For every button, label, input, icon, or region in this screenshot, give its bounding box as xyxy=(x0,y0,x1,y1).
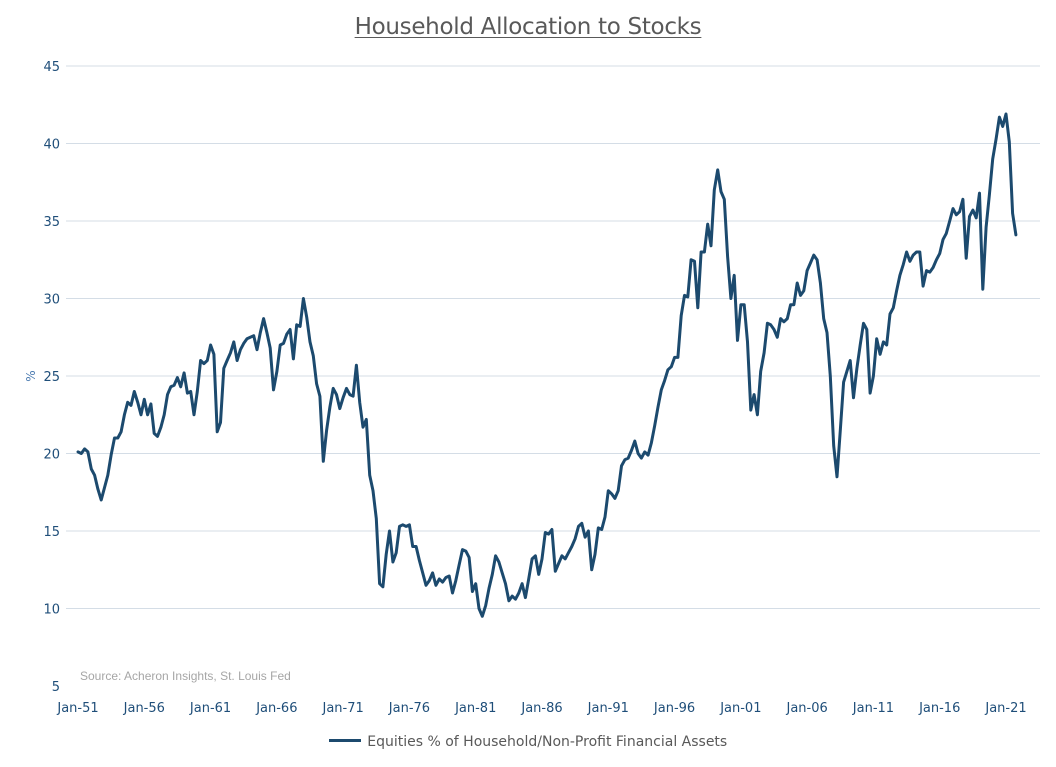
x-tick-label: Jan-71 xyxy=(322,701,364,716)
x-tick-label: Jan-06 xyxy=(786,701,828,716)
x-axis-ticks: Jan-51 Jan-56 Jan-61 Jan-66 Jan-71 Jan-76 Jan-… xyxy=(56,701,1026,716)
x-tick-label: Jan-11 xyxy=(852,701,894,716)
y-tick-label: 20 xyxy=(43,448,60,463)
gridlines xyxy=(66,65,1040,609)
x-tick-label: Jan-01 xyxy=(719,701,761,716)
x-tick-label: Jan-61 xyxy=(189,701,231,716)
legend-swatch xyxy=(328,739,361,743)
x-tick-label: Jan-66 xyxy=(255,701,297,716)
series-line-equities xyxy=(76,112,1018,618)
x-tick-label: Jan-81 xyxy=(454,701,496,716)
y-tick-label: 35 xyxy=(43,215,60,230)
y-tick-label: 5 xyxy=(52,680,60,695)
y-tick-label: 25 xyxy=(43,370,60,385)
x-tick-label: Jan-51 xyxy=(56,701,98,716)
y-tick-label: 10 xyxy=(43,603,60,618)
y-tick-label: 40 xyxy=(43,138,60,153)
legend-label: Equities % of Household/Non-Profit Finan… xyxy=(367,733,728,750)
x-tick-label: Jan-16 xyxy=(918,701,960,716)
x-tick-label: Jan-86 xyxy=(520,701,562,716)
y-tick-label: 15 xyxy=(43,525,60,540)
x-tick-label: Jan-91 xyxy=(587,701,629,716)
legend: Equities % of Household/Non-Profit Finan… xyxy=(0,733,1056,751)
y-tick-label: 45 xyxy=(43,60,60,75)
y-tick-label: 30 xyxy=(43,293,60,308)
chart-title: Household Allocation to Stocks xyxy=(354,14,702,40)
y-axis-label: % xyxy=(24,370,38,381)
x-tick-label: Jan-56 xyxy=(123,701,165,716)
y-axis-ticks: 5 10 15 20 25 30 35 40 45 xyxy=(43,60,60,695)
x-tick-label: Jan-21 xyxy=(984,701,1026,716)
x-tick-label: Jan-76 xyxy=(388,701,430,716)
source-note: Source: Acheron Insights, St. Louis Fed xyxy=(80,669,291,683)
x-tick-label: Jan-96 xyxy=(653,701,695,716)
